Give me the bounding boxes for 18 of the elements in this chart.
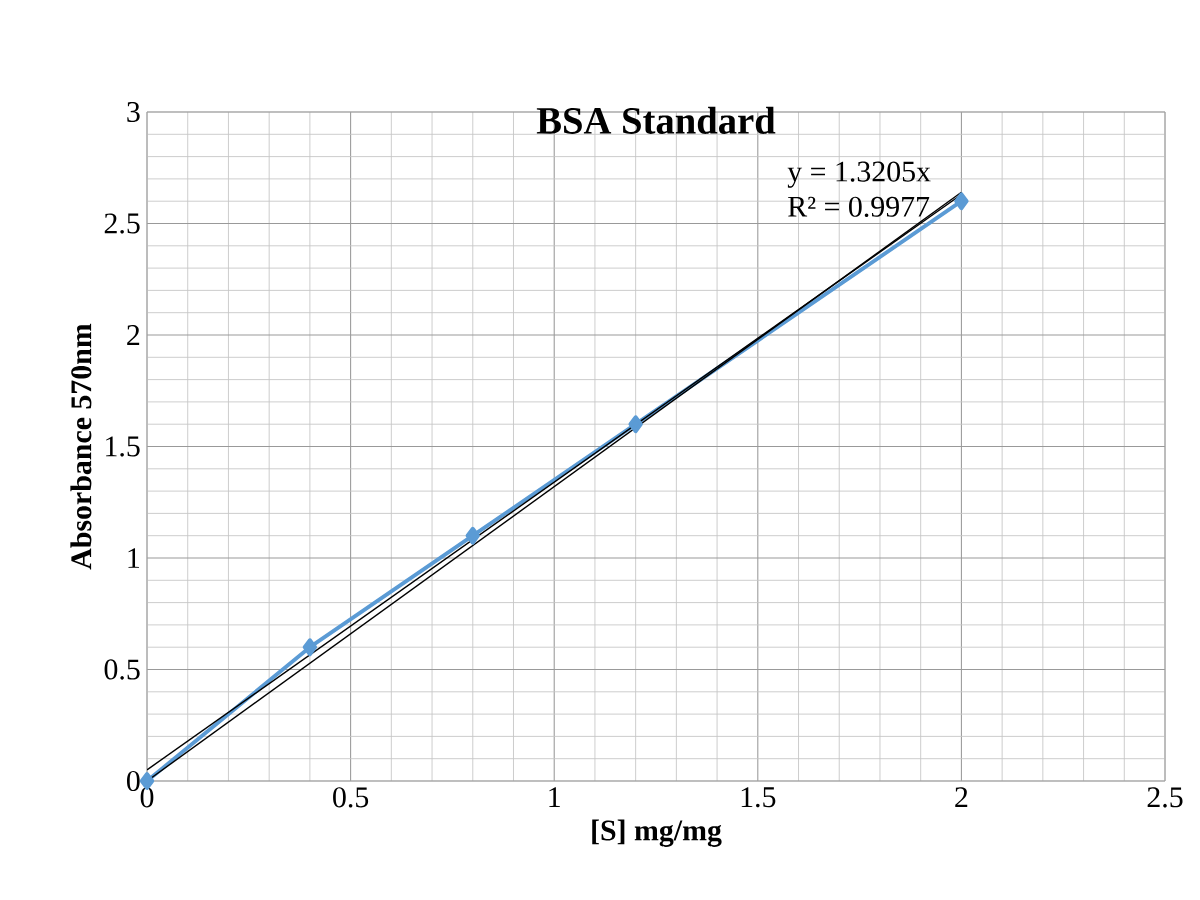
y-tick-label: 0.5 [104,659,140,680]
y-tick-label: 2 [127,325,140,345]
x-tick-label: 1.5 [741,787,776,808]
annotation: R² = 0.9977 [788,196,930,217]
chart-title: BSA Standard [536,106,776,134]
annotation: y = 1.3205x [787,161,931,188]
x-tick-label: 0.5 [333,787,369,808]
x-tick-label: 1 [549,787,560,807]
x-axis-title: [S] mg/mg [592,819,722,847]
y-tick-label: 1.5 [106,436,140,457]
x-tick-label: 0 [140,787,154,808]
y-tick-label: 2.5 [104,213,140,234]
x-tick-label: 2.5 [1147,787,1183,808]
y-tick-label: 3 [127,101,140,123]
y-axis-title: Absorbance 570nm [70,323,92,570]
y-tick-label: 0 [126,770,140,792]
y-tick-label: 1 [128,548,140,568]
x-tick-label: 2 [955,787,968,807]
